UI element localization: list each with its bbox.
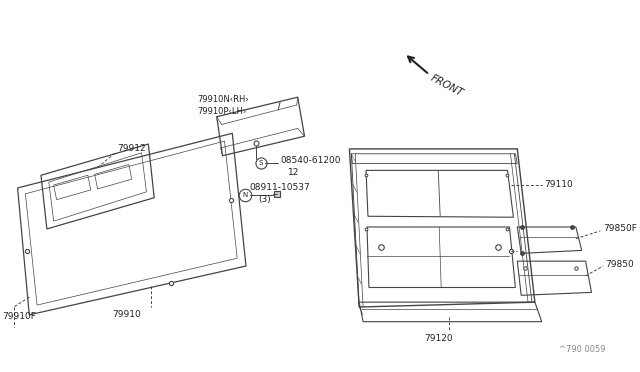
Text: 79910: 79910 — [112, 310, 141, 319]
Text: 08911-10537: 08911-10537 — [250, 183, 310, 192]
Text: 08540-61200: 08540-61200 — [280, 156, 340, 165]
Text: N: N — [243, 192, 248, 198]
Text: 79910F: 79910F — [2, 312, 36, 321]
Text: ^790 0059: ^790 0059 — [559, 345, 605, 354]
Text: 79850F: 79850F — [603, 224, 637, 234]
Text: 79850: 79850 — [605, 260, 634, 269]
Text: 79120: 79120 — [424, 334, 453, 343]
Text: FRONT: FRONT — [429, 73, 465, 99]
Text: (3): (3) — [259, 195, 271, 204]
Text: 12: 12 — [288, 168, 300, 177]
Text: 79910N‹RH›: 79910N‹RH› — [197, 94, 249, 104]
Text: S: S — [259, 160, 263, 166]
Text: 79110: 79110 — [545, 180, 573, 189]
Text: 79910P‹LH›: 79910P‹LH› — [197, 107, 246, 116]
Text: 79912: 79912 — [117, 144, 146, 153]
